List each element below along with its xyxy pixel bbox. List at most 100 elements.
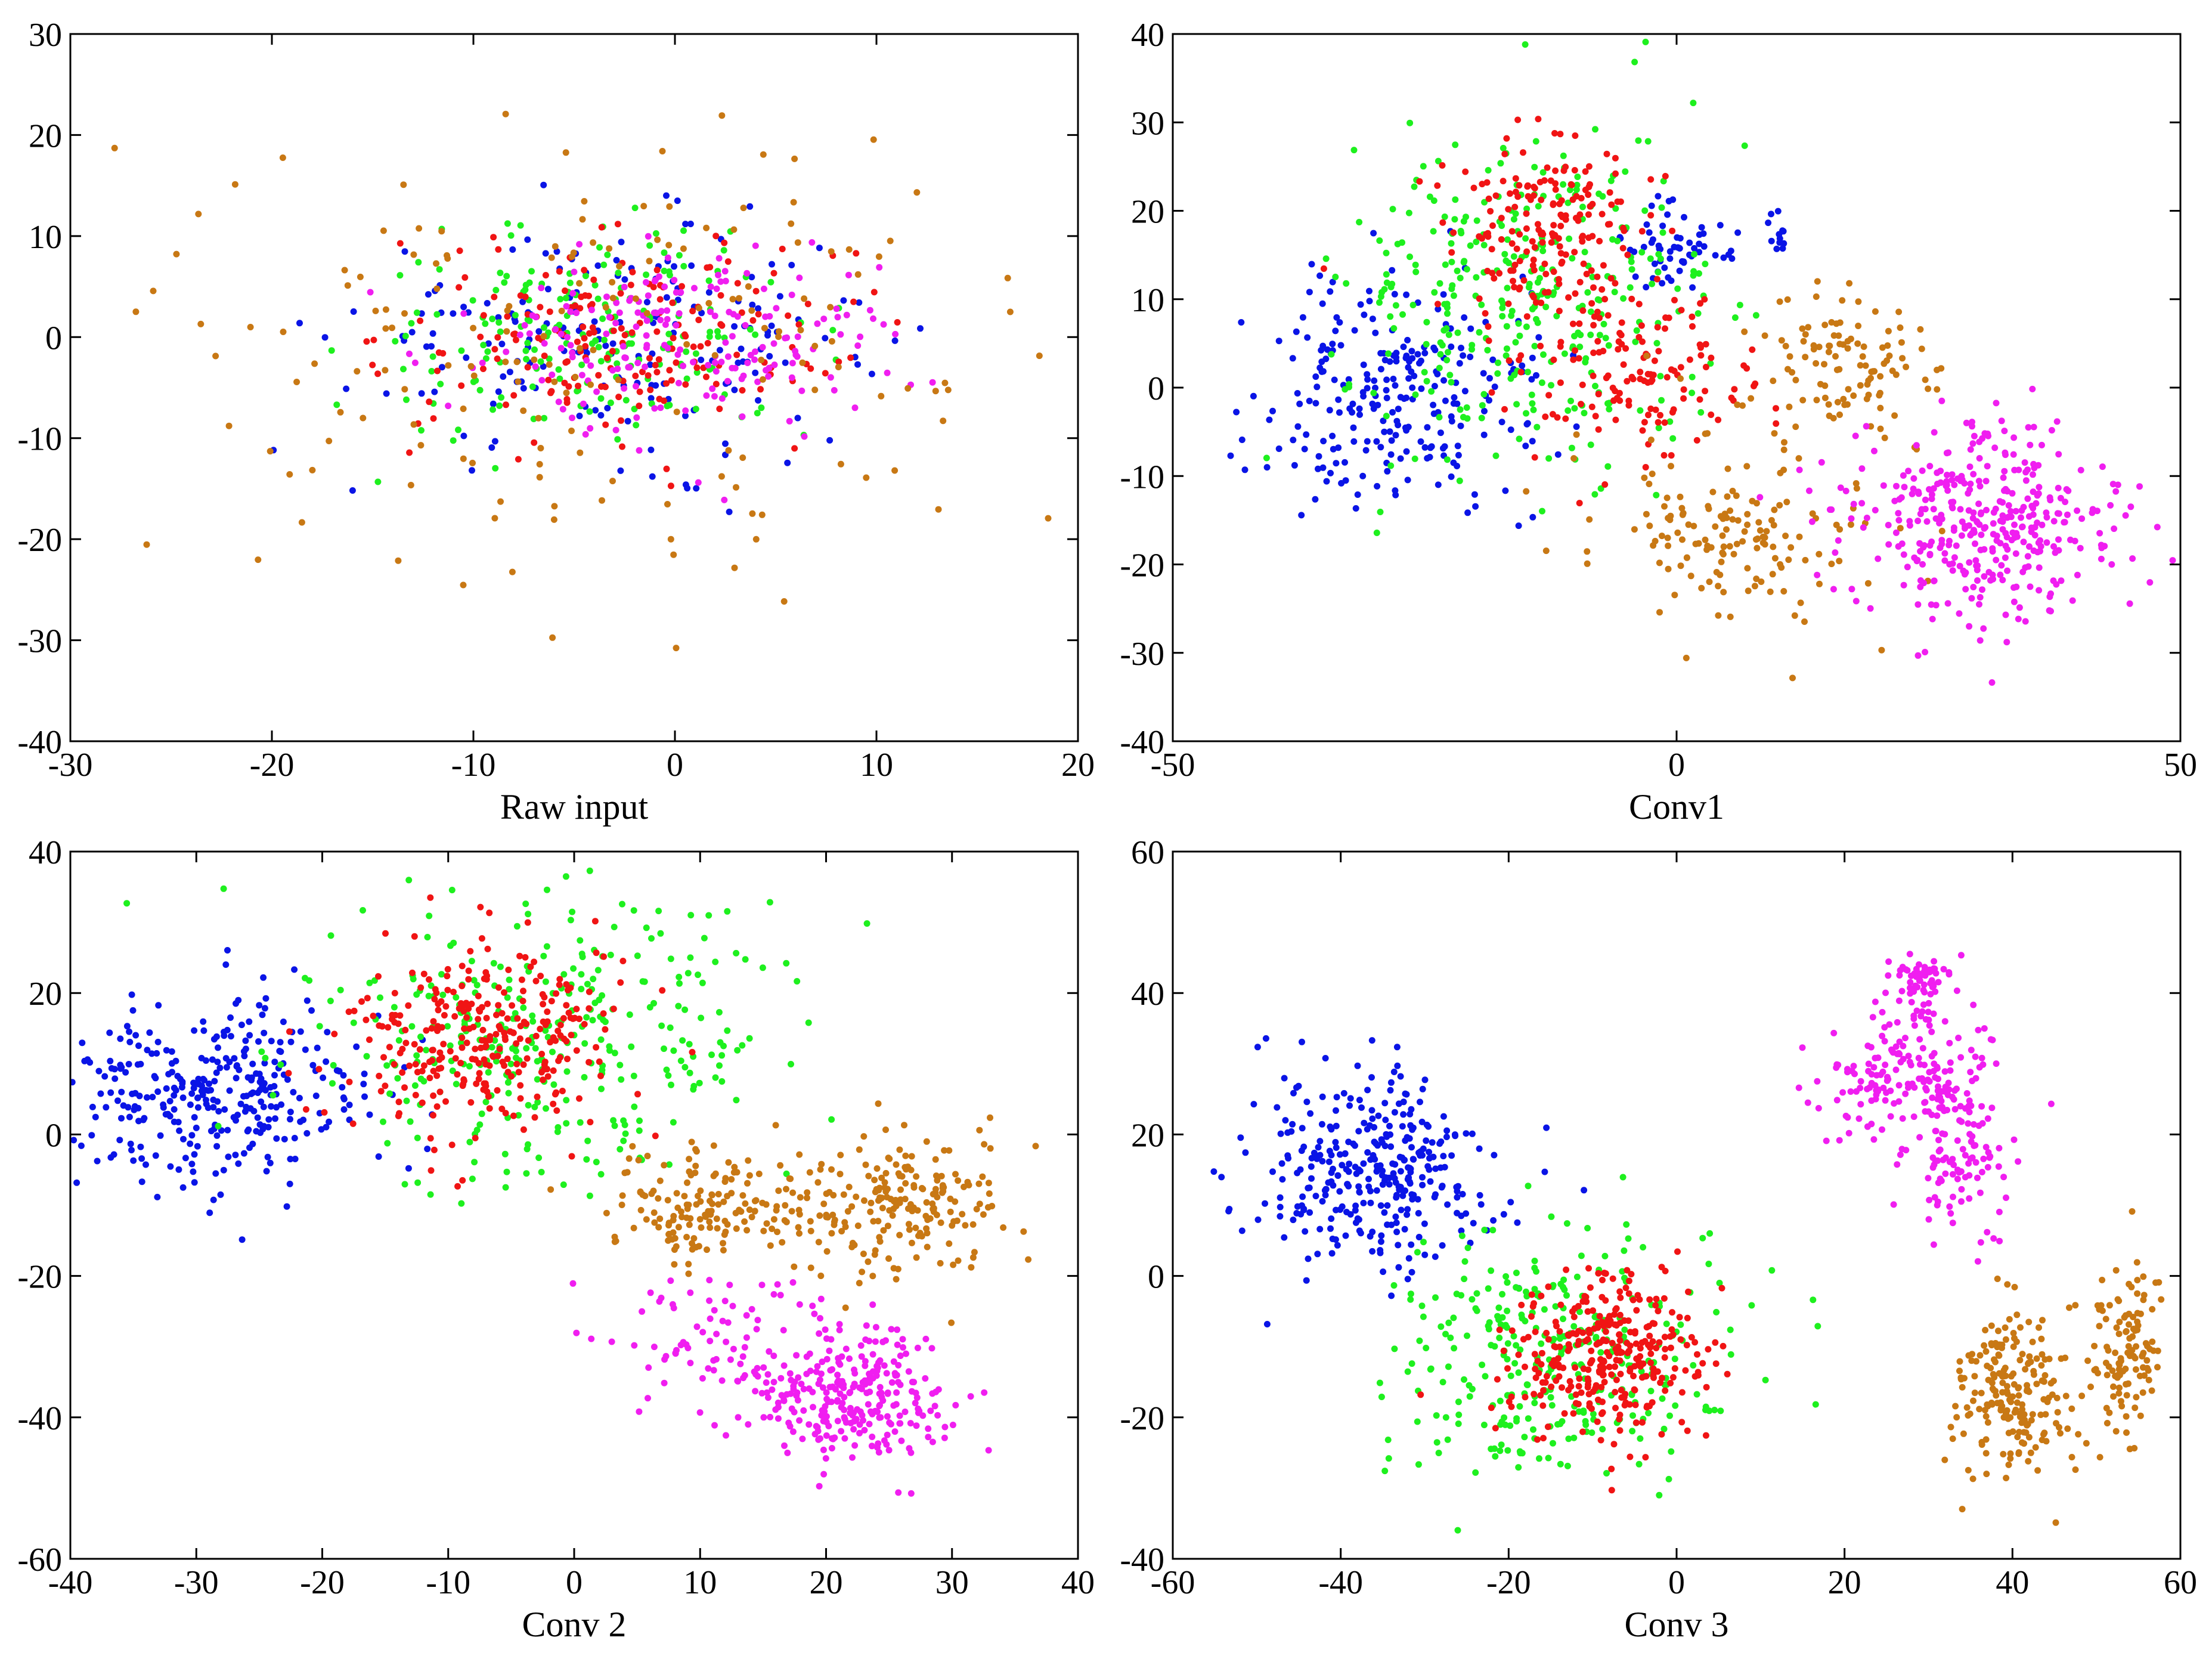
data-point [540, 952, 547, 960]
data-point [1998, 417, 2005, 425]
data-point [721, 239, 728, 246]
data-point [1391, 1345, 1398, 1352]
data-point [822, 370, 829, 377]
data-point [932, 1172, 940, 1180]
data-point [1454, 463, 1461, 469]
data-point [1345, 1138, 1352, 1146]
data-point [647, 386, 654, 394]
data-point [563, 1068, 571, 1075]
data-point [516, 332, 523, 338]
data-point [224, 1026, 231, 1033]
data-point [775, 333, 782, 341]
data-point [912, 1400, 919, 1407]
data-point [540, 181, 547, 188]
data-point [460, 581, 467, 589]
data-point [1421, 444, 1429, 451]
data-point [774, 1415, 782, 1422]
data-point [1729, 487, 1736, 494]
data-point [733, 1097, 740, 1104]
data-point [607, 400, 614, 406]
data-point [973, 1206, 980, 1213]
data-point [847, 1404, 854, 1412]
data-point [1539, 247, 1547, 255]
data-point [490, 400, 497, 407]
data-point [1372, 329, 1379, 336]
data-point [498, 394, 505, 401]
data-point [661, 267, 668, 274]
data-point [2043, 509, 2050, 516]
data-point [962, 1222, 969, 1229]
data-point [731, 323, 738, 330]
data-point [615, 376, 622, 383]
data-point [1683, 654, 1690, 661]
data-point [845, 271, 852, 278]
data-point [774, 1281, 781, 1288]
data-point [291, 1135, 298, 1141]
data-point [125, 1061, 132, 1067]
data-point [1358, 1104, 1365, 1111]
data-point [604, 404, 611, 411]
data-point [1500, 144, 1507, 151]
data-point [744, 360, 751, 366]
data-point [423, 343, 430, 350]
data-point [1802, 354, 1809, 361]
data-point [718, 1377, 726, 1384]
data-point [1370, 405, 1377, 412]
data-point [987, 1145, 994, 1152]
data-point [504, 1079, 512, 1086]
data-point [316, 1023, 323, 1030]
data-point [1278, 1160, 1285, 1167]
data-point [1368, 1037, 1375, 1044]
data-point [1705, 505, 1712, 512]
data-point [114, 1097, 121, 1104]
data-point [1356, 1227, 1363, 1234]
data-point [2030, 511, 2037, 518]
data-point [1364, 371, 1371, 378]
data-point [409, 969, 416, 976]
data-point [751, 1208, 758, 1215]
data-point [594, 967, 602, 974]
data-point [1862, 362, 1869, 369]
data-point [1814, 278, 1821, 285]
data-point [1929, 615, 1936, 623]
data-point [866, 307, 873, 314]
data-point [1318, 1121, 1325, 1128]
data-point [724, 353, 732, 360]
data-point [1751, 583, 1758, 590]
data-point [1318, 368, 1325, 375]
data-point [1342, 477, 1349, 484]
data-point [712, 233, 720, 240]
data-point [1601, 296, 1609, 303]
data-point [695, 1243, 702, 1250]
data-point [597, 411, 605, 419]
data-point [1333, 1122, 1340, 1129]
data-point [407, 482, 414, 488]
data-point [1937, 479, 1944, 486]
data-point [1523, 1293, 1531, 1300]
data-point [1307, 1110, 1314, 1117]
data-point [79, 1039, 86, 1047]
data-point [1900, 472, 1907, 479]
data-point [1539, 507, 1545, 515]
data-point [1516, 357, 1523, 364]
data-point [1480, 1422, 1488, 1428]
data-point [1315, 1144, 1322, 1151]
data-point [1934, 469, 1941, 476]
data-point [1563, 1292, 1570, 1299]
data-point [472, 1056, 479, 1063]
data-point [187, 1140, 194, 1147]
data-point [1554, 1421, 1561, 1428]
data-point [788, 220, 795, 227]
data-point [1623, 1221, 1630, 1228]
data-point [1326, 407, 1333, 414]
data-point [559, 1088, 566, 1094]
data-point [701, 934, 708, 942]
data-point [1531, 1400, 1538, 1407]
data-point [780, 1362, 788, 1369]
data-point [1864, 580, 1872, 587]
data-point [842, 1223, 849, 1230]
data-point [1886, 352, 1893, 360]
data-point [2050, 518, 2058, 525]
data-point [191, 1179, 198, 1186]
data-point [1392, 302, 1399, 309]
